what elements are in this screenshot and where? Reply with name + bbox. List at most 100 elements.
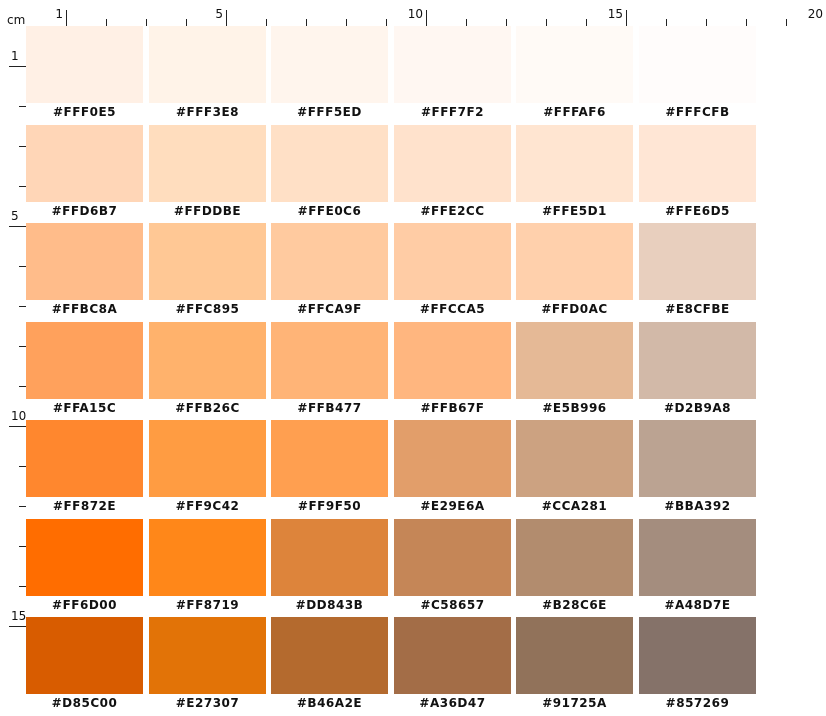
color-swatch-cell[interactable]: #FFF3E8: [149, 26, 266, 125]
color-swatch-cell[interactable]: #BBA392: [639, 420, 756, 519]
color-swatch[interactable]: [516, 617, 633, 694]
color-swatch[interactable]: [516, 420, 633, 497]
color-swatch[interactable]: [149, 223, 266, 300]
color-swatch[interactable]: [639, 617, 756, 694]
color-swatch[interactable]: [149, 26, 266, 103]
color-swatch-cell[interactable]: #FFC895: [149, 223, 266, 322]
color-swatch[interactable]: [149, 322, 266, 399]
ruler-tick: [226, 10, 227, 26]
color-swatch-cell[interactable]: #CCA281: [516, 420, 633, 519]
color-swatch[interactable]: [26, 420, 143, 497]
color-swatch[interactable]: [149, 617, 266, 694]
color-swatch[interactable]: [639, 223, 756, 300]
color-swatch-cell[interactable]: #FFB26C: [149, 322, 266, 421]
color-swatch[interactable]: [516, 125, 633, 202]
color-swatch-cell[interactable]: #FFDDBE: [149, 125, 266, 224]
color-swatch-cell[interactable]: #FFE2CC: [394, 125, 511, 224]
color-swatch[interactable]: [394, 125, 511, 202]
color-swatch[interactable]: [271, 125, 388, 202]
color-swatch[interactable]: [516, 519, 633, 596]
color-swatch[interactable]: [271, 322, 388, 399]
color-swatch[interactable]: [26, 125, 143, 202]
color-swatch-cell[interactable]: #FFFCFB: [639, 26, 756, 125]
color-swatch[interactable]: [516, 26, 633, 103]
color-swatch[interactable]: [394, 322, 511, 399]
color-swatch-cell[interactable]: #FFB477: [271, 322, 388, 421]
ruler-number: 1: [55, 7, 63, 21]
color-swatch-cell[interactable]: #FFB67F: [394, 322, 511, 421]
ruler-tick: [186, 19, 187, 26]
color-swatch-cell[interactable]: #FFCA9F: [271, 223, 388, 322]
color-swatch-cell[interactable]: #B46A2E: [271, 617, 388, 716]
color-hex-label: #FFCA9F: [297, 302, 362, 316]
color-swatch-cell[interactable]: #FFF7F2: [394, 26, 511, 125]
ruler-tick: [19, 546, 26, 547]
color-hex-label: #FFB477: [297, 401, 362, 415]
color-swatch-cell[interactable]: #FFE5D1: [516, 125, 633, 224]
color-swatch[interactable]: [271, 617, 388, 694]
color-swatch-cell[interactable]: #FFE6D5: [639, 125, 756, 224]
ruler-tick: [306, 19, 307, 26]
color-swatch[interactable]: [149, 519, 266, 596]
color-swatch-cell[interactable]: #E29E6A: [394, 420, 511, 519]
color-swatch-cell[interactable]: #E8CFBE: [639, 223, 756, 322]
color-hex-label: #B46A2E: [296, 696, 363, 710]
color-swatch-cell[interactable]: #857269: [639, 617, 756, 716]
color-swatch-cell[interactable]: #FFF0E5: [26, 26, 143, 125]
ruler-number: 10: [407, 7, 423, 21]
ruler-tick: [546, 19, 547, 26]
color-swatch[interactable]: [271, 420, 388, 497]
color-swatch[interactable]: [26, 519, 143, 596]
color-swatch-cell[interactable]: #E5B996: [516, 322, 633, 421]
color-hex-label: #FFB67F: [420, 401, 485, 415]
color-swatch-cell[interactable]: #FF9F50: [271, 420, 388, 519]
color-swatch[interactable]: [516, 223, 633, 300]
color-swatch-cell[interactable]: #A48D7E: [639, 519, 756, 618]
color-swatch-cell[interactable]: #FF9C42: [149, 420, 266, 519]
color-swatch-cell[interactable]: #D2B9A8: [639, 322, 756, 421]
color-swatch-cell[interactable]: #FFBC8A: [26, 223, 143, 322]
color-swatch[interactable]: [639, 125, 756, 202]
color-swatch-cell[interactable]: #DD843B: [271, 519, 388, 618]
color-swatch-cell[interactable]: #FFCCA5: [394, 223, 511, 322]
color-swatch[interactable]: [26, 617, 143, 694]
color-swatch-cell[interactable]: #B28C6E: [516, 519, 633, 618]
color-swatch[interactable]: [639, 420, 756, 497]
color-swatch[interactable]: [26, 26, 143, 103]
color-swatch-cell[interactable]: #FF872E: [26, 420, 143, 519]
ruler-tick: [9, 426, 26, 427]
color-swatch[interactable]: [394, 223, 511, 300]
color-swatch-cell[interactable]: #FFD6B7: [26, 125, 143, 224]
color-hex-label: #FFFAF6: [543, 105, 606, 119]
color-swatch-cell[interactable]: #FFF5ED: [271, 26, 388, 125]
color-swatch[interactable]: [149, 125, 266, 202]
color-swatch[interactable]: [639, 322, 756, 399]
color-hex-label: #FFF3E8: [175, 105, 240, 119]
color-swatch[interactable]: [149, 420, 266, 497]
color-swatch[interactable]: [639, 519, 756, 596]
color-swatch-cell[interactable]: #D85C00: [26, 617, 143, 716]
ruler-tick: [19, 266, 26, 267]
color-swatch-cell[interactable]: #FF8719: [149, 519, 266, 618]
color-swatch-cell[interactable]: #91725A: [516, 617, 633, 716]
color-swatch-cell[interactable]: #FFE0C6: [271, 125, 388, 224]
color-swatch[interactable]: [394, 26, 511, 103]
color-swatch-cell[interactable]: #C58657: [394, 519, 511, 618]
color-swatch[interactable]: [271, 26, 388, 103]
color-swatch[interactable]: [394, 519, 511, 596]
color-swatch-cell[interactable]: #E27307: [149, 617, 266, 716]
color-swatch-cell[interactable]: #FF6D00: [26, 519, 143, 618]
color-swatch[interactable]: [26, 322, 143, 399]
color-swatch-cell[interactable]: #A36D47: [394, 617, 511, 716]
color-swatch-cell[interactable]: #FFFAF6: [516, 26, 633, 125]
color-swatch[interactable]: [394, 420, 511, 497]
color-hex-label: #FFF7F2: [420, 105, 485, 119]
color-swatch[interactable]: [516, 322, 633, 399]
color-swatch[interactable]: [394, 617, 511, 694]
color-swatch[interactable]: [639, 26, 756, 103]
color-swatch[interactable]: [271, 223, 388, 300]
color-swatch[interactable]: [271, 519, 388, 596]
color-swatch[interactable]: [26, 223, 143, 300]
color-swatch-cell[interactable]: #FFD0AC: [516, 223, 633, 322]
color-swatch-cell[interactable]: #FFA15C: [26, 322, 143, 421]
